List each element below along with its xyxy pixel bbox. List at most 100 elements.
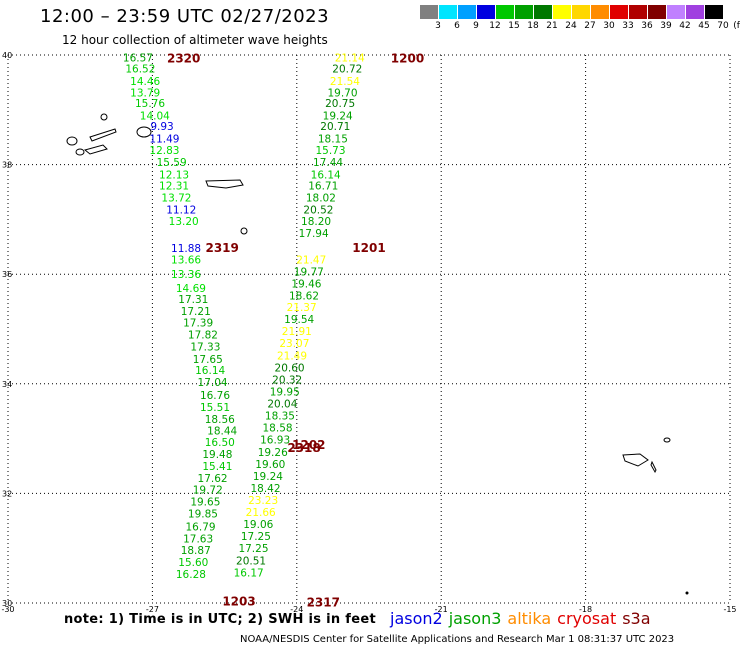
- wave-height-value: 14.46: [130, 76, 160, 88]
- wave-height-value: 18.62: [289, 291, 319, 303]
- track-1200: 21.1420.7221.5419.7020.7519.2420.7118.15…: [234, 53, 365, 580]
- wave-height-value: 17.04: [198, 377, 228, 389]
- wave-height-value: 16.57: [123, 53, 153, 65]
- wave-height-value: 16.93: [260, 435, 290, 447]
- color-swatch-12: [477, 5, 495, 19]
- wave-height-value: 14.69: [176, 283, 206, 295]
- wave-height-value: 19.60: [255, 459, 285, 471]
- wave-height-value: 18.20: [301, 216, 331, 228]
- color-label-6: 6: [454, 21, 460, 31]
- wave-height-value: 15.59: [157, 157, 187, 169]
- color-swatch-27: [572, 5, 590, 19]
- color-swatch-30: [591, 5, 609, 19]
- pass-time-label: 1201: [352, 241, 385, 255]
- color-swatch-21: [534, 5, 552, 19]
- wave-height-value: 14.04: [140, 110, 170, 122]
- wave-height-value: 13.66: [171, 254, 201, 266]
- wave-height-value: 21.14: [335, 53, 365, 65]
- lat-tick-label: 32: [2, 489, 12, 498]
- island-flores: [66, 136, 78, 146]
- wave-height-value: 19.26: [258, 447, 288, 459]
- wave-height-value: 17.62: [198, 473, 228, 485]
- wave-height-value: 12.31: [159, 180, 189, 192]
- map-frame: [7, 54, 731, 604]
- wave-height-value: 17.31: [178, 294, 208, 306]
- color-label-24: 24: [565, 21, 577, 31]
- wave-height-value: 19.72: [193, 485, 223, 497]
- wave-height-value: 19.95: [270, 386, 300, 398]
- color-swatch-3: [420, 5, 438, 19]
- map-title: 12:00 – 23:59 UTC 02/27/2023: [40, 6, 330, 27]
- island-desertas: [650, 460, 657, 474]
- pass-time-label: 2320: [167, 52, 200, 66]
- color-swatch-36: [629, 5, 647, 19]
- units-note: note: 1) Time is in UTC; 2) SWH is in fe…: [64, 612, 376, 627]
- lon-tick-label: -24: [290, 605, 303, 614]
- wave-height-value: 21.66: [246, 507, 276, 519]
- color-label-21: 21: [546, 21, 558, 31]
- wave-height-value: 19.65: [190, 497, 220, 509]
- wave-height-value: 18.87: [181, 545, 211, 557]
- islands: [66, 113, 689, 595]
- wave-height-value: 11.12: [166, 205, 196, 217]
- wave-height-value: 17.44: [313, 157, 343, 169]
- wave-height-value: 15.76: [135, 98, 165, 110]
- color-swatch-45: [686, 5, 704, 19]
- color-label-36: 36: [641, 21, 653, 31]
- wave-height-value: 18.35: [265, 411, 295, 423]
- wave-height-value: 17.33: [190, 342, 220, 354]
- wave-height-value: 20.52: [303, 205, 333, 217]
- wave-height-value: 17.63: [183, 533, 213, 545]
- wave-height-value: 17.82: [188, 329, 218, 341]
- wave-height-value: 19.85: [188, 509, 218, 521]
- wave-height-value: 11.49: [149, 133, 179, 145]
- color-label-9: 9: [473, 21, 479, 31]
- satellite-legend: jason2 jason3 altika cryosat s3a: [390, 609, 657, 628]
- wave-height-value: 16.79: [186, 521, 216, 533]
- wave-height-value: 18.15: [318, 133, 348, 145]
- wave-height-value: 12.13: [159, 169, 189, 181]
- wave-height-value: 20.32: [272, 374, 302, 386]
- lat-tick-label: 30: [2, 599, 12, 608]
- wave-height-value: 16.50: [205, 437, 235, 449]
- wave-height-value: 21.54: [330, 76, 360, 88]
- wave-height-value: 15.60: [178, 557, 208, 569]
- wave-height-value: 17.21: [181, 306, 211, 318]
- island-sao-jorge: [89, 128, 117, 142]
- island-terceira: [136, 126, 152, 138]
- wave-height-value: 16.17: [234, 567, 264, 579]
- wave-height-value: 16.71: [308, 180, 338, 192]
- island-sao-miguel: [205, 179, 244, 189]
- lon-tick-label: -27: [146, 605, 159, 614]
- wave-height-value: 12.83: [149, 145, 179, 157]
- color-label-30: 30: [603, 21, 615, 31]
- wave-height-value: 17.39: [183, 317, 213, 329]
- legend-cryosat: cryosat: [557, 609, 617, 628]
- pass-time-label: 1202: [292, 438, 325, 452]
- axis-ticks: -30 -27 -24 -21 -18 -15 40 38 36 34 32 30: [1, 51, 736, 614]
- lat-tick-label: 36: [2, 270, 12, 279]
- wave-height-value: 17.25: [238, 543, 268, 555]
- color-label-12: 12: [489, 21, 501, 31]
- wave-height-value: 18.02: [306, 192, 336, 204]
- wave-height-value: 17.25: [241, 531, 271, 543]
- island-faial: [100, 113, 108, 121]
- wave-height-value: 20.51: [236, 555, 266, 567]
- wave-height-value: 19.54: [284, 314, 314, 326]
- wave-height-value: 19.46: [291, 279, 321, 291]
- wave-height-value: 9.93: [150, 121, 173, 133]
- color-swatch-24: [553, 5, 571, 19]
- wave-height-value: 18.58: [263, 423, 293, 435]
- wave-height-value: 15.41: [202, 461, 232, 473]
- wave-height-value: 21.91: [282, 326, 312, 338]
- wave-height-value: 19.24: [323, 110, 353, 122]
- lat-tick-label: 40: [2, 51, 12, 60]
- map-grid: [7, 54, 731, 604]
- legend-altika: altika: [507, 609, 552, 628]
- wave-height-value: 11.88: [171, 243, 201, 255]
- wave-height-value: 20.60: [275, 362, 305, 374]
- wave-height-value: 23.07: [279, 338, 309, 350]
- credit-footer: NOAA/NESDIS Center for Satellite Applica…: [240, 634, 675, 645]
